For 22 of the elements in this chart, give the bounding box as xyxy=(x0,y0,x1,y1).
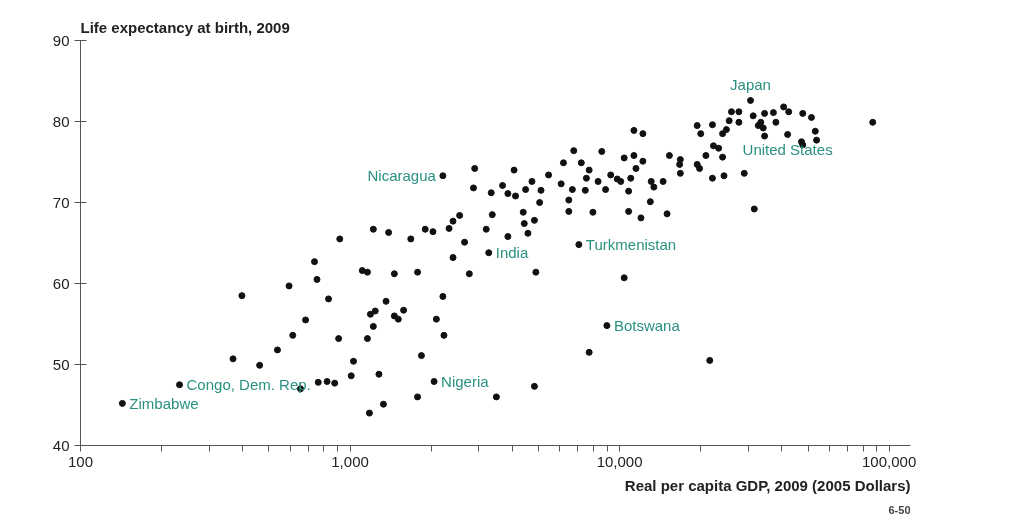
text: 6-50 xyxy=(888,503,911,516)
x-axis-title: Real per capita GDP, 2009 (2005 Dollars) xyxy=(624,476,911,494)
x-tick-label: 10,000 xyxy=(596,452,643,470)
y-axis-title: Life expectancy at birth, 2009 xyxy=(80,18,290,36)
y-tick-label: 70 xyxy=(52,193,70,211)
annotation: Nigeria xyxy=(441,373,490,391)
y-tick-label: 50 xyxy=(52,355,70,373)
annotation: Japan xyxy=(730,76,771,94)
annotation: Congo, Dem. Rep. xyxy=(186,376,311,394)
y-tick-label: 80 xyxy=(52,112,70,130)
y-tick-label: 40 xyxy=(52,436,70,454)
annotation: United States xyxy=(742,141,833,159)
annotation: Botswana xyxy=(613,317,681,335)
annotation: India xyxy=(495,244,529,262)
annotation: Nicaragua xyxy=(367,167,437,185)
x-tick-label: 100,000 xyxy=(862,452,917,470)
x-tick-label: 1,000 xyxy=(331,452,369,470)
annotation: Zimbabwe xyxy=(129,394,199,412)
x-tick-label: 100 xyxy=(67,452,94,470)
y-tick-label: 90 xyxy=(52,31,70,49)
y-tick-label: 60 xyxy=(52,274,70,292)
annotation: Turkmenistan xyxy=(585,236,677,254)
